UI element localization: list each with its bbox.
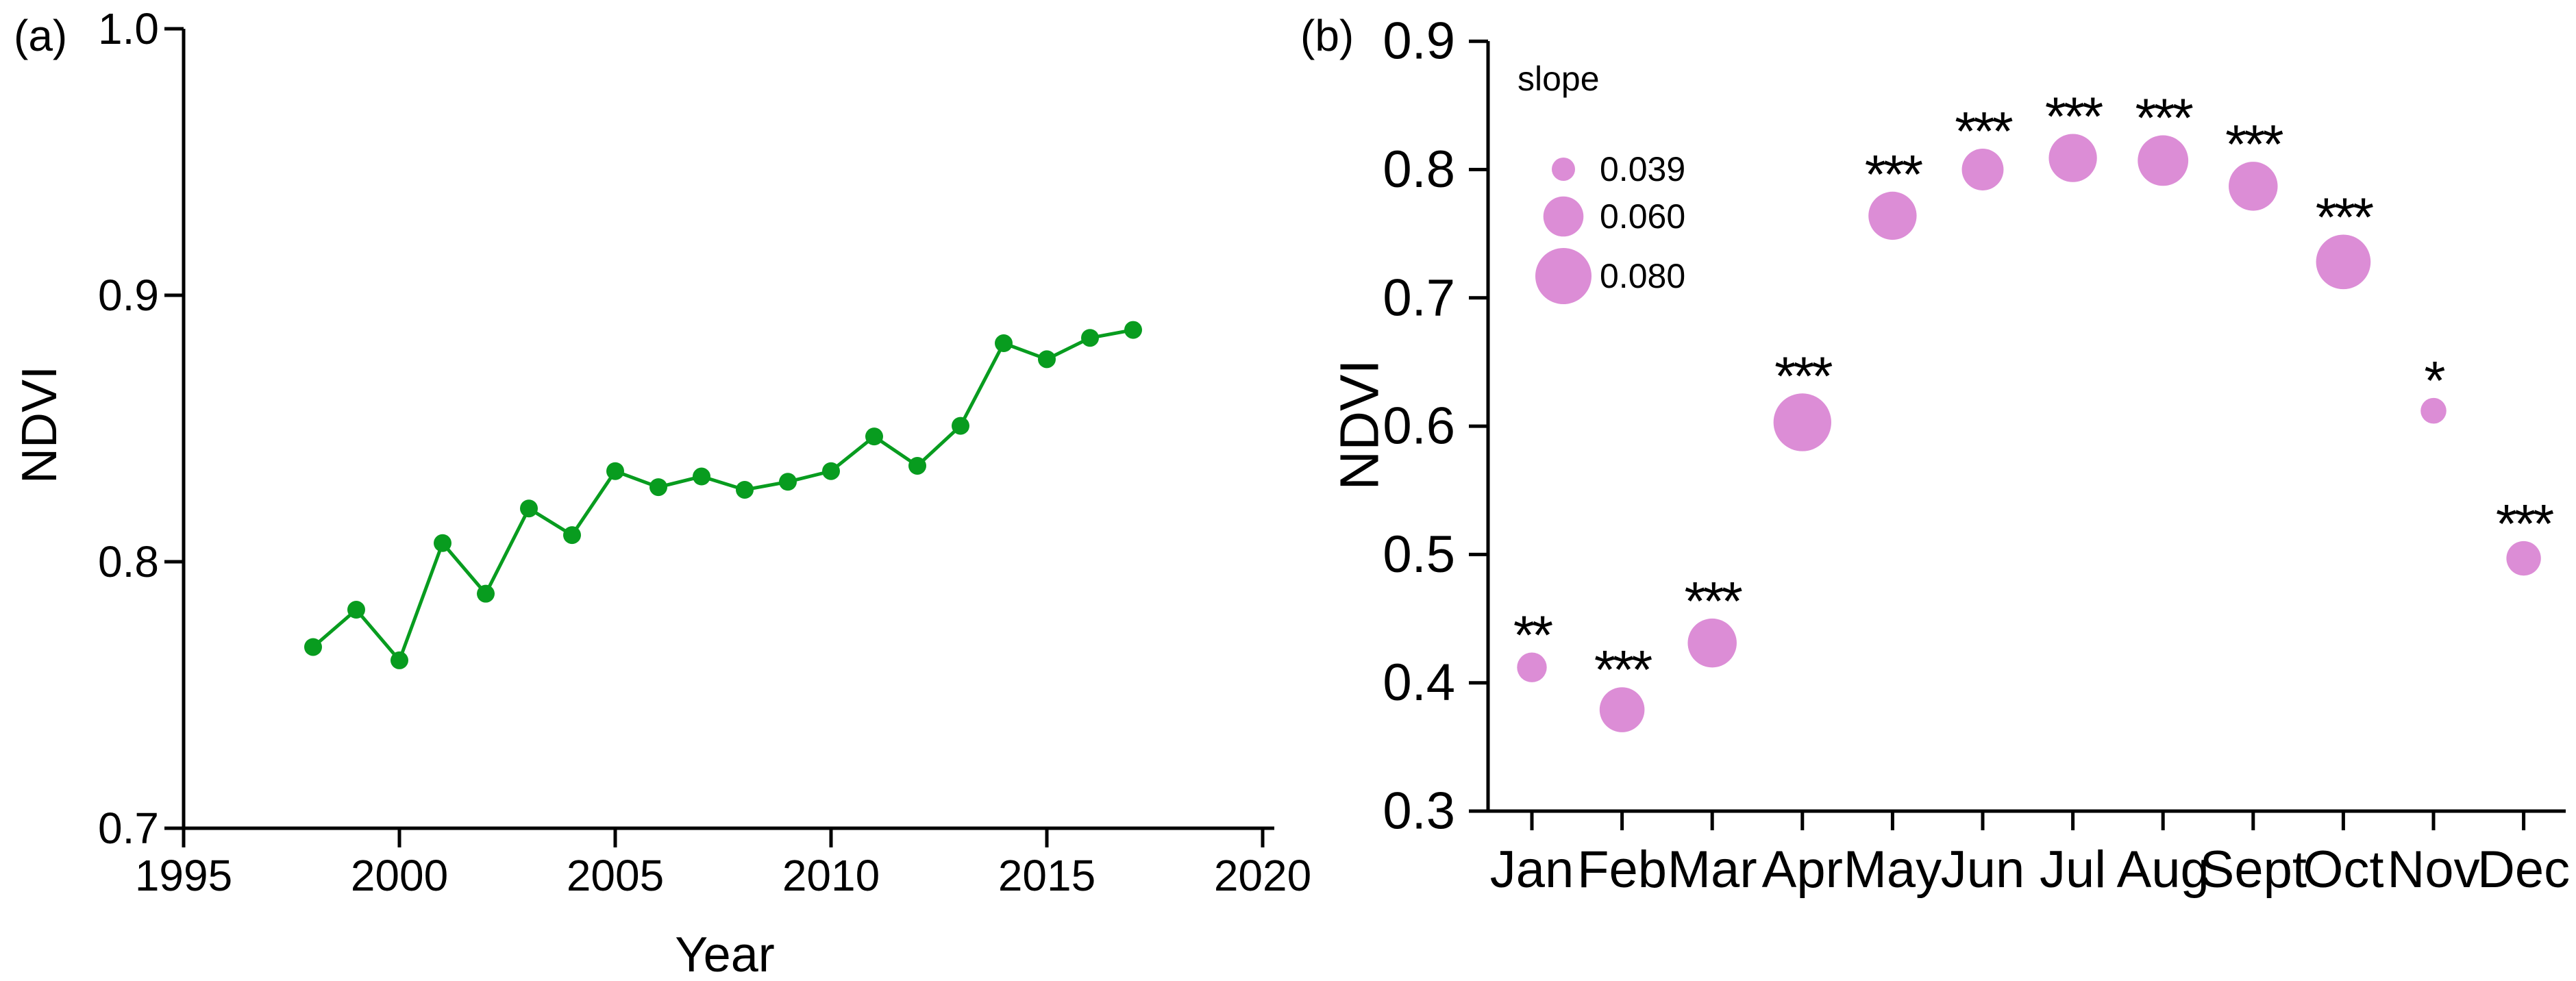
bubble-Jun [1961, 149, 2004, 190]
month-label-Sept: Sept [2200, 841, 2307, 899]
ndvi-point-2012 [908, 456, 926, 475]
sig-stars-Jan: ** [1513, 605, 1552, 666]
y-tick-label-b-0.3: 0.3 [1383, 782, 1455, 841]
sig-stars-Feb: *** [1594, 639, 1652, 700]
legend-label-0.039: 0.039 [1600, 150, 1685, 188]
panel-a-x-axis-title: Year [675, 928, 774, 981]
ndvi-point-2014 [995, 334, 1013, 353]
panel-a-y-axis-title: NDVI [12, 366, 67, 484]
bubble-Dec [2506, 541, 2541, 576]
y-tick-label-a-0.8: 0.8 [98, 537, 159, 586]
sig-stars-Sept: *** [2225, 114, 2283, 175]
annual-ndvi-line [312, 328, 1134, 664]
sig-stars-Mar: *** [1684, 571, 1742, 632]
panel-a-axes: 0.7 0.8 0.9 1.0 1995 2000 2005 2010 2015 2020 [98, 4, 1311, 900]
ndvi-point-2011 [865, 427, 883, 446]
y-tick-label-a-0.7: 0.7 [98, 804, 159, 853]
legend-label-0.080: 0.080 [1600, 257, 1685, 295]
x-tick-label-a-1995: 1995 [135, 851, 232, 900]
ndvi-point-2006 [649, 478, 667, 497]
annual-ndvi-series [304, 321, 1142, 669]
legend-bubble-0.080 [1535, 248, 1592, 304]
ndvi-point-2003 [520, 499, 538, 518]
sig-stars-Nov: * [2424, 350, 2444, 411]
month-label-May: May [1844, 841, 1942, 899]
legend-bubble-0.039 [1551, 157, 1576, 182]
ndvi-point-2016 [1081, 329, 1099, 347]
sig-stars-Dec: *** [2496, 493, 2553, 554]
bubble-Apr [1773, 393, 1831, 451]
ndvi-point-2008 [736, 480, 754, 499]
y-tick-label-b-0.7: 0.7 [1383, 269, 1455, 327]
x-tick-label-a-2005: 2005 [567, 851, 664, 900]
y-tick-label-b-0.9: 0.9 [1383, 12, 1455, 71]
ndvi-point-2000 [391, 651, 408, 669]
ndvi-point-2007 [693, 467, 710, 486]
sig-stars-Aug: *** [2135, 87, 2192, 148]
ndvi-point-1999 [347, 601, 365, 619]
ndvi-point-1998 [304, 638, 322, 656]
bubble-Feb [1599, 687, 1645, 732]
sig-stars-Oct: *** [2316, 187, 2373, 248]
panel-a-tag: (a) [14, 11, 67, 60]
month-label-Mar: Mar [1668, 841, 1757, 899]
ndvi-point-2009 [779, 473, 797, 491]
month-label-Dec: Dec [2477, 841, 2570, 899]
panel-b-y-axis-title: NDVI [1329, 359, 1390, 490]
bubble-Jul [2048, 134, 2097, 182]
x-tick-label-a-2015: 2015 [998, 851, 1095, 900]
month-label-Jan: Jan [1490, 841, 1574, 899]
panel-a: (a) NDVI Year 0.7 0.8 0.9 1.0 1995 2000 2005 20… [12, 4, 1311, 981]
ndvi-point-2017 [1124, 321, 1142, 339]
y-tick-label-a-1.0: 1.0 [98, 4, 159, 53]
ndvi-point-2013 [952, 417, 969, 435]
y-tick-label-b-0.8: 0.8 [1383, 140, 1455, 199]
bubble-Oct [2316, 234, 2371, 290]
y-tick-label-b-0.4: 0.4 [1383, 654, 1455, 712]
ndvi-point-2015 [1038, 350, 1056, 369]
bubble-Sept [2229, 162, 2278, 211]
panel-b: (b) NDVI slope 0.9 0.8 0.7 0.6 0.5 0.4 0.3 Jan F… [1300, 11, 2570, 899]
bubble-Jan [1517, 652, 1547, 682]
sig-stars-Jul: *** [2045, 86, 2103, 147]
month-label-Aug: Aug [2117, 841, 2209, 899]
month-label-Nov: Nov [2387, 841, 2479, 899]
y-tick-label-b-0.5: 0.5 [1383, 525, 1455, 584]
y-tick-label-b-0.6: 0.6 [1383, 397, 1455, 456]
bubble-May [1868, 191, 1917, 240]
ndvi-point-2002 [477, 584, 495, 603]
month-label-Jul: Jul [2040, 841, 2106, 899]
sig-stars-Jun: *** [1955, 101, 2012, 162]
bubble-Mar [1687, 618, 1737, 668]
legend-label-0.060: 0.060 [1600, 197, 1685, 236]
panel-b-tag: (b) [1300, 11, 1354, 60]
x-tick-label-a-2000: 2000 [351, 851, 448, 900]
slope-legend: 0.039 0.060 0.080 [1535, 150, 1685, 304]
bubble-Nov [2420, 397, 2447, 424]
month-label-Jun: Jun [1941, 841, 2025, 899]
slope-legend-title: slope [1518, 60, 1600, 98]
ndvi-point-2004 [563, 526, 581, 545]
ndvi-point-2010 [822, 462, 840, 480]
y-tick-label-a-0.9: 0.9 [98, 271, 159, 320]
ndvi-point-2001 [434, 534, 451, 552]
x-tick-label-a-2020: 2020 [1214, 851, 1311, 900]
sig-stars-Apr: *** [1774, 345, 1832, 406]
x-tick-label-a-2010: 2010 [782, 851, 880, 900]
month-label-Feb: Feb [1577, 841, 1667, 899]
sig-stars-May: *** [1865, 144, 1922, 205]
month-label-Oct: Oct [2303, 841, 2383, 899]
month-label-Apr: Apr [1762, 841, 1843, 899]
ndvi-point-2005 [606, 462, 624, 480]
bubble-Aug [2138, 135, 2189, 186]
legend-bubble-0.060 [1543, 196, 1584, 237]
